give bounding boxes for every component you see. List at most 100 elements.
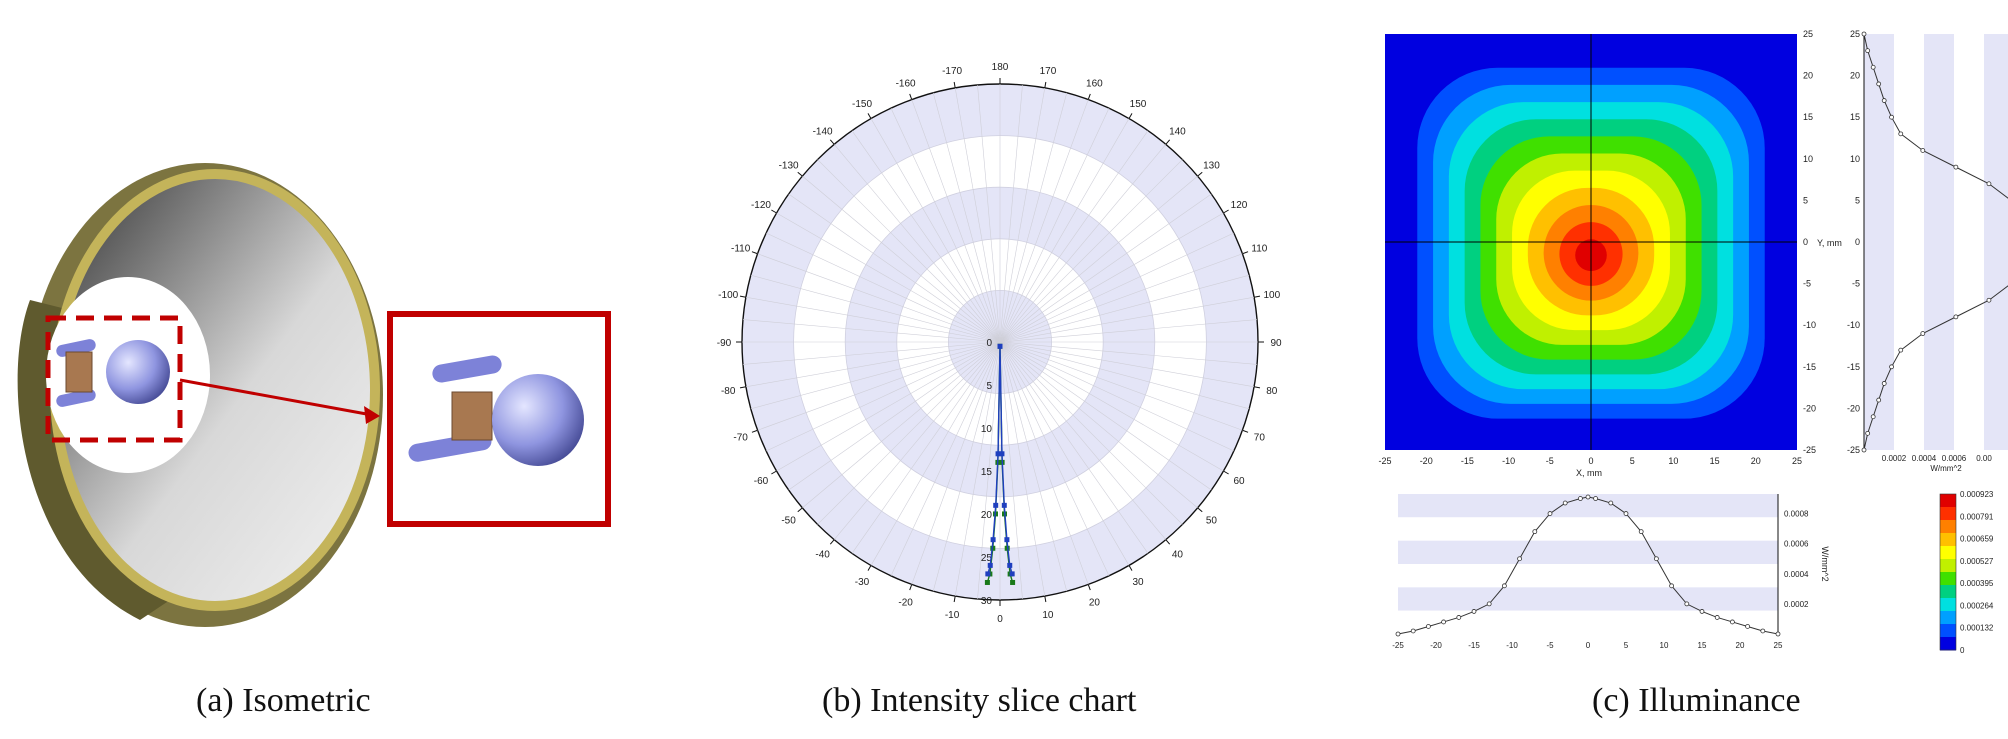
bottom-profile-point xyxy=(1585,494,1591,500)
side-profile-x-label: W/mm^2 xyxy=(1930,464,1962,473)
polar-angle-label: 150 xyxy=(1130,99,1147,110)
polar-spoke xyxy=(999,84,1023,343)
polar-radial-label: 25 xyxy=(981,553,993,564)
polar-spoke xyxy=(999,341,1243,431)
bottom-profile-y-tick: 0.0004 xyxy=(1784,570,1809,579)
bottom-profile-point xyxy=(1532,529,1538,535)
polar-spoke xyxy=(999,341,1110,576)
side-profile-point xyxy=(1861,447,1867,453)
polar-spoke xyxy=(766,341,1001,452)
polar-spoke xyxy=(999,341,1023,600)
polar-series xyxy=(984,343,1016,585)
side-profile-point xyxy=(1920,148,1926,153)
polar-spoke xyxy=(742,341,1001,365)
colorbar-segment xyxy=(1940,494,1956,508)
caption-intensity: (b) Intensity slice chart xyxy=(822,682,1137,719)
polar-spoke xyxy=(802,175,1001,343)
bottom-profile-point xyxy=(1562,500,1568,506)
polar-angle-label: -20 xyxy=(898,597,913,608)
polar-angle-label: 100 xyxy=(1263,290,1280,301)
contour-x-tick: 15 xyxy=(1710,456,1720,466)
side-profile-point xyxy=(1889,364,1894,370)
side-profile-band xyxy=(1864,34,1894,450)
polar-angle-label: 10 xyxy=(1042,610,1054,621)
colorbar-label: 0.000659 xyxy=(1960,535,1994,544)
polar-angle-label: 70 xyxy=(1254,432,1266,443)
side-profile-point xyxy=(1953,164,1959,170)
polar-spoke xyxy=(851,130,1001,343)
side-profile-y-tick: 0 xyxy=(1855,237,1860,247)
side-profile-y-tick: 5 xyxy=(1855,195,1860,205)
polar-data-point-0 xyxy=(984,579,990,585)
side-profile-y-tick: 20 xyxy=(1850,71,1860,81)
polar-radial-labels: 0 5 10 15 20 25 30 xyxy=(981,338,993,607)
polar-spoke xyxy=(999,341,1130,566)
contour-x-tick: 20 xyxy=(1751,456,1761,466)
side-profile-point xyxy=(1870,414,1876,420)
bottom-profile-point xyxy=(1517,556,1523,562)
polar-spoke xyxy=(954,87,1001,343)
polar-data-point-1 xyxy=(993,502,999,508)
bottom-profile-point xyxy=(1593,496,1599,501)
polar-spoke xyxy=(999,341,1068,592)
detail-marker-box xyxy=(45,315,183,443)
polar-spoke xyxy=(999,341,1089,585)
polar-angle-tick xyxy=(1165,139,1171,145)
polar-spoke xyxy=(999,274,1250,343)
bottom-profile-chart: -25 -20 -15 -10 -5 0 5 10 15 20 25 0.0008 0.0006 0.00… xyxy=(1392,494,1830,650)
contour-x-tick: -25 xyxy=(1378,456,1391,466)
polar-spoke xyxy=(999,159,1183,343)
polar-spoke xyxy=(757,253,1001,343)
polar-radial-label: 10 xyxy=(981,424,993,435)
polar-radial-label: 20 xyxy=(981,510,993,521)
polar-angle-tick xyxy=(751,251,758,255)
polar-spoke xyxy=(999,253,1243,343)
polar-angle-label: 60 xyxy=(1233,476,1245,487)
polar-angle-tick xyxy=(1128,565,1133,571)
polar-angle-tick xyxy=(867,113,872,119)
polar-radial-label: 5 xyxy=(986,381,992,392)
polar-angle-label: -140 xyxy=(813,127,833,138)
colorbar-label: 0.000527 xyxy=(1960,557,1994,566)
polar-spoke xyxy=(757,341,1001,431)
polar-spoke xyxy=(802,341,1001,509)
colorbar-segment xyxy=(1940,559,1956,573)
polar-angle-label: 130 xyxy=(1203,161,1220,172)
polar-angle-label: 140 xyxy=(1169,127,1186,138)
side-profile-line xyxy=(1863,33,2008,451)
bottom-profile-point xyxy=(1729,619,1735,625)
side-profile-point xyxy=(1881,381,1887,386)
polar-angle-tick xyxy=(1165,539,1171,545)
side-profile-point xyxy=(1876,81,1882,87)
polar-spoke xyxy=(999,99,1089,343)
contour-y-tick: 5 xyxy=(1803,195,1808,205)
colorbar-segment xyxy=(1940,598,1956,612)
polar-spoke xyxy=(833,341,1001,540)
polar-spoke xyxy=(911,99,1001,343)
colorbar-segment xyxy=(1940,572,1956,586)
colorbar-segment xyxy=(1940,585,1956,599)
polar-angle-label: 50 xyxy=(1206,515,1218,526)
polar-data-point-1 xyxy=(987,562,993,568)
polar-data-point-1 xyxy=(1004,537,1010,543)
side-profile-band xyxy=(1924,34,1954,450)
polar-angle-label: -130 xyxy=(779,161,799,172)
bottom-profile-point xyxy=(1577,496,1583,501)
side-profile-y-tick: -15 xyxy=(1847,362,1860,372)
bottom-profile-point xyxy=(1456,615,1462,620)
bottom-profile-point xyxy=(1441,619,1446,625)
colorbar-legend: 0.000923 0.000791 0.000659 0.000527 0.000395… xyxy=(1939,490,1994,655)
polar-spoke xyxy=(890,108,1001,343)
polar-angle-tick xyxy=(1242,429,1249,433)
polar-spoke xyxy=(999,341,1212,491)
polar-angle-tick xyxy=(771,209,777,214)
polar-angle-tick xyxy=(1128,113,1133,119)
contour-y-tick: -15 xyxy=(1803,362,1816,372)
polar-angle-tick xyxy=(1223,209,1229,214)
bottom-profile-y-tick: 0.0006 xyxy=(1784,540,1809,549)
side-profile-point xyxy=(1898,131,1904,137)
side-profile-x-tick: 0.0002 xyxy=(1882,454,1907,463)
polar-angle-tick xyxy=(909,584,913,591)
polar-angle-label: -60 xyxy=(754,476,769,487)
polar-angle-label: -10 xyxy=(945,610,960,621)
